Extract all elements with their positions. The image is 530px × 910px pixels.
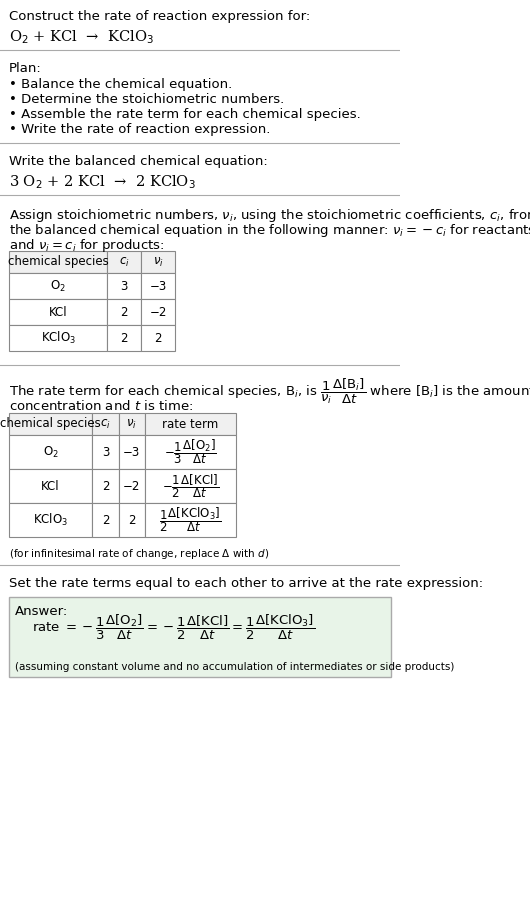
Text: chemical species: chemical species [0,418,101,430]
Text: • Assemble the rate term for each chemical species.: • Assemble the rate term for each chemic… [9,108,361,121]
Text: KCl: KCl [41,480,60,492]
FancyBboxPatch shape [107,273,142,299]
Text: Assign stoichiometric numbers, $\nu_i$, using the stoichiometric coefficients, $: Assign stoichiometric numbers, $\nu_i$, … [9,207,530,224]
Text: 3: 3 [121,279,128,292]
Text: 2: 2 [102,480,109,492]
Text: 3 O$_2$ + 2 KCl  →  2 KClO$_3$: 3 O$_2$ + 2 KCl → 2 KClO$_3$ [9,173,196,191]
Text: $\nu_i$: $\nu_i$ [127,418,137,430]
Text: • Write the rate of reaction expression.: • Write the rate of reaction expression. [9,123,270,136]
FancyBboxPatch shape [145,435,236,469]
Text: O$_2$ + KCl  →  KClO$_3$: O$_2$ + KCl → KClO$_3$ [9,28,154,46]
Text: KClO$_3$: KClO$_3$ [41,330,76,346]
Text: −3: −3 [149,279,167,292]
Text: Plan:: Plan: [9,62,42,75]
FancyBboxPatch shape [92,503,119,537]
FancyBboxPatch shape [9,435,92,469]
FancyBboxPatch shape [142,299,175,325]
Text: O$_2$: O$_2$ [50,278,66,294]
FancyBboxPatch shape [119,435,145,469]
Text: 2: 2 [102,513,109,527]
FancyBboxPatch shape [145,413,236,435]
Text: the balanced chemical equation in the following manner: $\nu_i = -c_i$ for react: the balanced chemical equation in the fo… [9,222,530,239]
FancyBboxPatch shape [145,469,236,503]
FancyBboxPatch shape [142,325,175,351]
Text: 2: 2 [120,331,128,345]
FancyBboxPatch shape [9,251,107,273]
FancyBboxPatch shape [119,503,145,537]
Text: KCl: KCl [49,306,67,318]
Text: and $\nu_i = c_i$ for products:: and $\nu_i = c_i$ for products: [9,237,165,254]
Text: O$_2$: O$_2$ [43,444,58,460]
Text: −2: −2 [149,306,167,318]
Text: 2: 2 [128,513,136,527]
FancyBboxPatch shape [9,413,92,435]
Text: 2: 2 [155,331,162,345]
Text: • Balance the chemical equation.: • Balance the chemical equation. [9,78,232,91]
FancyBboxPatch shape [145,503,236,537]
Text: concentration and $t$ is time:: concentration and $t$ is time: [9,399,193,413]
Text: −3: −3 [123,446,140,459]
Text: • Determine the stoichiometric numbers.: • Determine the stoichiometric numbers. [9,93,284,106]
FancyBboxPatch shape [9,273,107,299]
FancyBboxPatch shape [107,325,142,351]
Text: $-\dfrac{1}{2}\dfrac{\Delta[\mathrm{KCl}]}{\Delta t}$: $-\dfrac{1}{2}\dfrac{\Delta[\mathrm{KCl}… [162,472,219,500]
Text: $c_i$: $c_i$ [119,256,130,268]
Text: chemical species: chemical species [8,256,109,268]
FancyBboxPatch shape [142,251,175,273]
Text: (for infinitesimal rate of change, replace Δ with $d$): (for infinitesimal rate of change, repla… [9,547,269,561]
Text: rate $= -\dfrac{1}{3}\dfrac{\Delta[\mathrm{O_2}]}{\Delta t} = -\dfrac{1}{2}\dfra: rate $= -\dfrac{1}{3}\dfrac{\Delta[\math… [32,612,315,642]
Text: KClO$_3$: KClO$_3$ [33,512,68,528]
Text: rate term: rate term [162,418,218,430]
FancyBboxPatch shape [107,299,142,325]
Text: (assuming constant volume and no accumulation of intermediates or side products): (assuming constant volume and no accumul… [15,662,455,672]
Text: Set the rate terms equal to each other to arrive at the rate expression:: Set the rate terms equal to each other t… [9,577,483,590]
FancyBboxPatch shape [142,273,175,299]
FancyBboxPatch shape [9,503,92,537]
FancyBboxPatch shape [92,435,119,469]
Text: $c_i$: $c_i$ [100,418,111,430]
Text: Construct the rate of reaction expression for:: Construct the rate of reaction expressio… [9,10,311,23]
Text: $-\dfrac{1}{3}\dfrac{\Delta[\mathrm{O_2}]}{\Delta t}$: $-\dfrac{1}{3}\dfrac{\Delta[\mathrm{O_2}… [164,438,217,467]
FancyBboxPatch shape [9,597,391,677]
FancyBboxPatch shape [92,413,119,435]
FancyBboxPatch shape [9,299,107,325]
FancyBboxPatch shape [107,251,142,273]
Text: $\dfrac{1}{2}\dfrac{\Delta[\mathrm{KClO_3}]}{\Delta t}$: $\dfrac{1}{2}\dfrac{\Delta[\mathrm{KClO_… [159,506,222,534]
Text: Answer:: Answer: [15,605,68,618]
FancyBboxPatch shape [9,325,107,351]
Text: −2: −2 [123,480,140,492]
Text: 2: 2 [120,306,128,318]
FancyBboxPatch shape [92,469,119,503]
Text: The rate term for each chemical species, B$_i$, is $\dfrac{1}{\nu_i}\dfrac{\Delt: The rate term for each chemical species,… [9,377,530,407]
FancyBboxPatch shape [119,413,145,435]
Text: Write the balanced chemical equation:: Write the balanced chemical equation: [9,155,268,168]
Text: 3: 3 [102,446,109,459]
FancyBboxPatch shape [119,469,145,503]
FancyBboxPatch shape [9,469,92,503]
Text: $\nu_i$: $\nu_i$ [153,256,164,268]
